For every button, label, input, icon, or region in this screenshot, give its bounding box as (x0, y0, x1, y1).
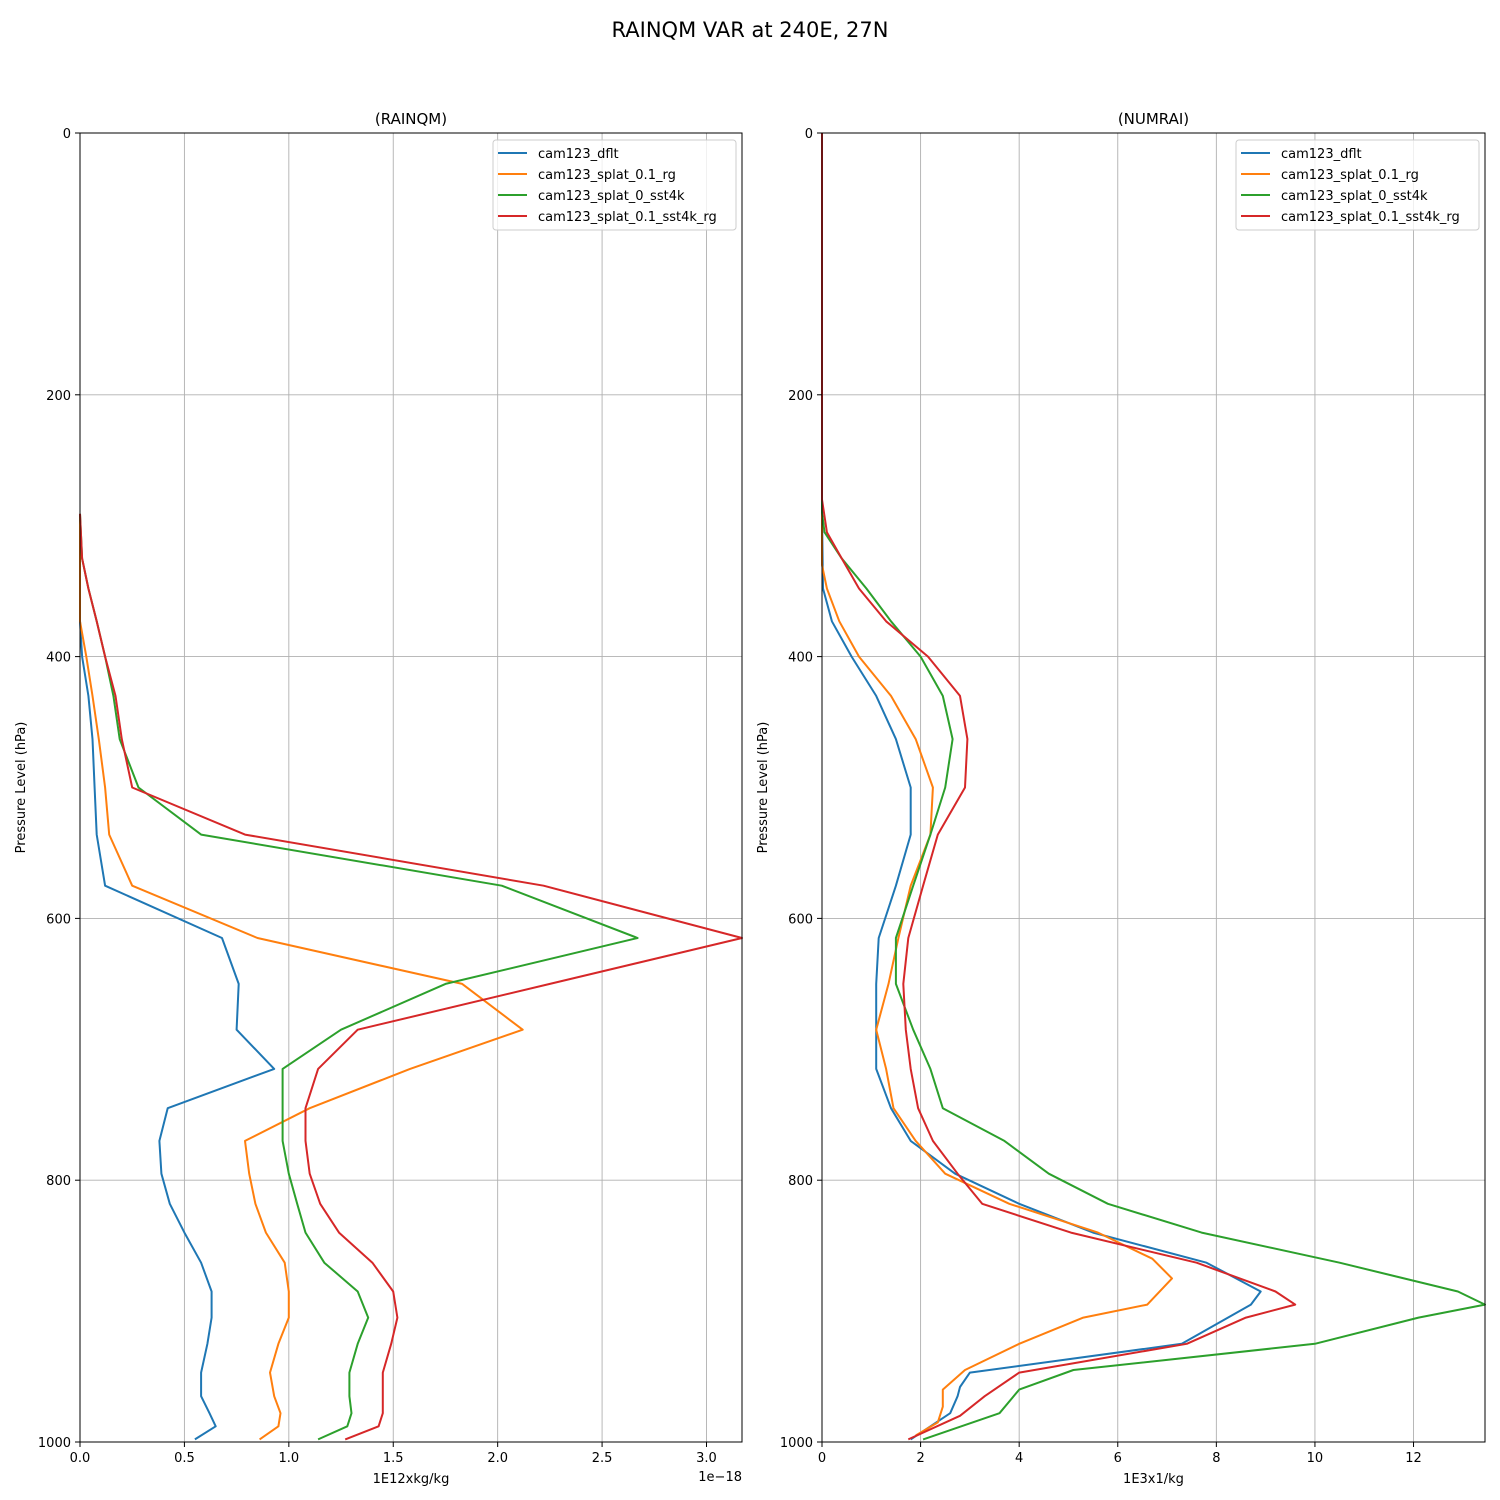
y-tick-label: 400 (788, 651, 813, 666)
plot-frame (79, 132, 743, 1443)
legend-label: cam123_dflt (1281, 147, 1362, 162)
x-axis-label: 1E12xkg/kg (373, 1472, 450, 1487)
x-tick-label: 8 (1212, 1451, 1220, 1466)
x-tick-label: 6 (1114, 1451, 1122, 1466)
legend-label: cam123_splat_0_sst4k (1281, 189, 1428, 204)
x-tick-label: 4 (1015, 1451, 1023, 1466)
x-tick-label: 0 (818, 1451, 826, 1466)
y-tick-label: 800 (788, 1174, 813, 1189)
series-line-cam123_splat_0_sst4k (821, 133, 1486, 1441)
y-tick-label: 600 (46, 912, 71, 927)
series-line-cam123_splat_0.1_sst4k_rg (821, 133, 1297, 1441)
legend-label: cam123_splat_0_sst4k (538, 189, 685, 204)
y-tick-label: 0 (805, 127, 813, 142)
panel-title: (NUMRAI) (1118, 110, 1189, 128)
x-tick-label: 2 (916, 1451, 924, 1466)
x-tick-label: 1.0 (278, 1451, 299, 1466)
series-line-cam123_splat_0_sst4k (79, 513, 639, 1441)
panel-title: (RAINQM) (375, 110, 447, 128)
legend-label: cam123_splat_0.1_rg (1281, 168, 1419, 183)
legend-label: cam123_splat_0.1_sst4k_rg (538, 210, 717, 225)
y-axis-label: Pressure Level (hPa) (14, 722, 29, 854)
x-tick-label: 3.0 (696, 1451, 717, 1466)
series-line-cam123_splat_0.1_rg (79, 513, 524, 1441)
legend-box (1235, 139, 1480, 231)
x-tick-label: 0.5 (174, 1451, 195, 1466)
x-tick-label: 10 (1307, 1451, 1324, 1466)
rainqm-panel: 0.0 0.5 1.0 1.5 2.0 2.5 3.0 0 200 400 600 800 1000 (R… (14, 110, 743, 1487)
x-tick-label: 2.0 (487, 1451, 508, 1466)
y-tick-label: 200 (788, 389, 813, 404)
legend-box (492, 139, 737, 231)
series-line-cam123_splat_0.1_sst4k_rg (79, 513, 743, 1441)
y-tick-label: 1000 (780, 1436, 813, 1451)
x-offset-label: 1e−18 (698, 1470, 742, 1485)
plot-frame (821, 132, 1486, 1443)
y-tick-label: 400 (46, 651, 71, 666)
legend-label: cam123_splat_0.1_rg (538, 168, 676, 183)
y-tick-label: 800 (46, 1174, 71, 1189)
y-tick-label: 0 (63, 127, 71, 142)
x-axis-label: 1E3x1/kg (1123, 1472, 1184, 1487)
series-line-cam123_splat_0.1_rg (821, 133, 1173, 1437)
x-tick-label: 12 (1405, 1451, 1422, 1466)
figure-suptitle: RAINQM VAR at 240E, 27N (612, 18, 889, 42)
series-line-cam123_dflt (821, 133, 1262, 1441)
x-tick-label: 1.5 (383, 1451, 404, 1466)
y-tick-label: 200 (46, 389, 71, 404)
y-tick-label: 1000 (38, 1436, 71, 1451)
legend-label: cam123_splat_0.1_sst4k_rg (1281, 210, 1460, 225)
x-tick-label: 2.5 (592, 1451, 613, 1466)
numrai-panel: 0 2 4 6 8 10 12 0 200 400 600 800 1000 (NUMRAI) 1E3x1/… (756, 110, 1486, 1487)
x-tick-label: 0.0 (70, 1451, 91, 1466)
series-line-cam123_dflt (79, 513, 276, 1441)
legend-label: cam123_dflt (538, 147, 619, 162)
y-axis-label: Pressure Level (hPa) (756, 722, 771, 854)
y-tick-label: 600 (788, 912, 813, 927)
